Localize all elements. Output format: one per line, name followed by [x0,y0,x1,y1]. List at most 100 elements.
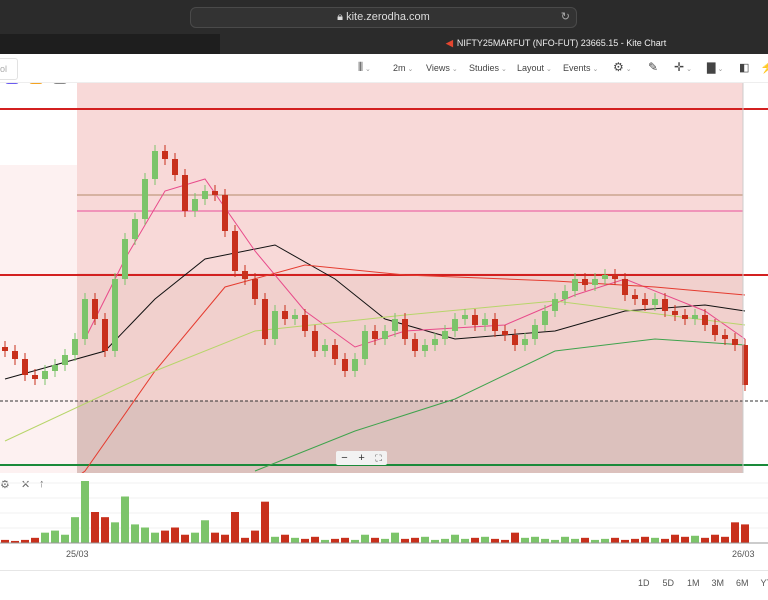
volume-bar [71,517,79,543]
url-text: kite.zerodha.com [346,11,430,23]
zoom-controls: − + ⛶ [336,451,387,465]
volume-bar [541,538,549,543]
address-bar[interactable]: 🔒︎ kite.zerodha.com ↻ [190,7,577,28]
candle [42,365,48,385]
browser-chrome: 🔒︎ kite.zerodha.com ↻ ◀ NIFTY25MARFUT (NFO… [0,0,768,84]
candle [122,233,128,285]
volume-bar [271,536,279,543]
volume-bar [281,534,289,543]
candle [182,169,188,217]
range-3m[interactable]: 3M [711,578,725,588]
candle [302,309,308,337]
candle [292,309,298,325]
range-1d[interactable]: 1D [638,578,650,588]
volume-bar [341,537,349,543]
volume-bar [351,539,359,543]
candle [462,309,468,325]
lightning-button[interactable]: ⚡ [760,60,768,74]
volume-bar [161,530,169,543]
candle [262,293,268,345]
draw-button[interactable]: ✎ [648,60,658,74]
volume-bar [191,532,199,543]
candle [222,189,228,237]
volume-bar [571,538,579,543]
candle [412,333,418,357]
volume-bar [211,532,219,543]
candle [252,273,258,305]
views-dropdown[interactable]: Views ⌄ [426,63,458,73]
candle [312,325,318,357]
zoom-out-button[interactable]: − [341,452,348,464]
reload-icon[interactable]: ↻ [560,11,570,23]
fit-screen-button[interactable]: ⛶ [375,452,382,463]
candle [72,333,78,361]
volume-bar [81,481,89,543]
symbol-search-input[interactable]: ol [0,58,18,80]
close-icon[interactable]: ✕ [21,479,31,491]
chart-type-button[interactable]: ⫴ ⌄ [358,60,371,74]
volume-bar [631,538,639,543]
candle [62,349,68,371]
panel-button[interactable]: ◧ [739,61,749,74]
range-5d[interactable]: 5D [662,578,675,588]
volume-bar [51,530,59,543]
volume-bar [311,536,319,543]
zoom-in-button[interactable]: + [358,452,365,464]
volume-bar [691,535,699,543]
volume-bar [231,512,239,543]
range-1m[interactable]: 1M [687,578,700,588]
volume-bar [11,540,19,543]
zone-shade-lower [77,401,743,473]
panel-icon: ◧ [739,62,750,74]
volume-bar [101,517,109,543]
volume-bar [581,537,589,543]
volume-bar [431,539,439,543]
candle [622,273,628,301]
date-axis: 25/03 26/03 [0,545,768,571]
comment-button[interactable]: ▇ ⌄ [707,62,724,74]
crosshair-button[interactable]: ✛ ⌄ [674,60,692,74]
candle [392,313,398,337]
studies-dropdown[interactable]: Studies ⌄ [469,63,507,73]
interval-dropdown[interactable]: 2m ⌄ [393,63,414,73]
layout-label: Layout [517,63,545,73]
volume-bar [251,530,259,543]
arrow-up-icon[interactable]: ↑ [39,478,45,490]
settings-button[interactable]: ⚙ ⌄ [613,60,632,74]
candle [132,213,138,245]
range-6m[interactable]: 6M [736,578,749,588]
volume-bar [331,538,339,543]
interval-label: 2m [393,63,406,73]
price-chart[interactable] [0,83,768,473]
volume-bar [611,537,619,543]
candle [322,339,328,357]
zone-shade-mid [77,273,743,401]
candle [512,329,518,351]
moving-average-line [4,300,746,442]
date-tick: 25/03 [66,549,89,559]
volume-bar [451,534,459,543]
volume-bar [61,534,69,543]
volume-settings-icon[interactable]: ⚙ [0,479,10,491]
candle [492,313,498,337]
candle [532,319,538,345]
candle [2,341,8,357]
candle [682,309,688,325]
candle [742,339,748,391]
volume-bar [671,534,679,543]
candle [632,289,638,305]
layout-dropdown[interactable]: Layout ⌄ [517,63,552,73]
candle [52,359,58,377]
events-dropdown[interactable]: Events ⌄ [563,63,599,73]
volume-bar [711,534,719,543]
tab-title[interactable]: ◀ NIFTY25MARFUT (NFO-FUT) 23665.15 - Kite… [446,38,666,49]
candle [32,369,38,385]
range-yt[interactable]: YT [760,578,768,588]
volume-bar [171,527,179,543]
volume-bar [741,524,749,543]
volume-bar [661,538,669,543]
candle [22,353,28,381]
gear-icon: ⚙ [613,60,624,74]
volume-bar [201,520,209,543]
candle [112,273,118,357]
